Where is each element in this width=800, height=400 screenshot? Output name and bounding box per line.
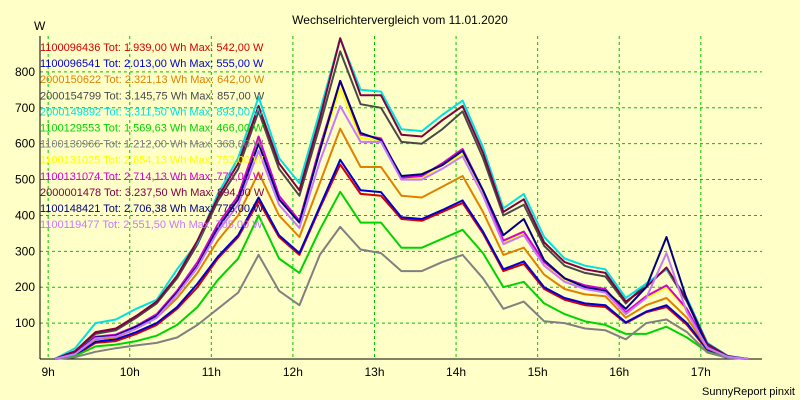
y-tick-label-800: 800: [15, 65, 35, 79]
legend-entry-1100131074: 1100131074 Tot: 2.714,13 Wh Max: 775,00 …: [40, 171, 264, 183]
legend: 1100096436 Tot: 1.939,00 Wh Max: 542,00 …: [40, 42, 265, 231]
y-tick-label-700: 700: [15, 101, 35, 115]
legend-entry-2000149892: 2000149892 Tot: 3.311,50 Wh Max: 893,00 …: [40, 106, 264, 118]
y-tick-label-500: 500: [15, 173, 35, 187]
series-line-1100148421: [54, 79, 749, 360]
series-line-1100119477: [54, 105, 749, 360]
legend-entry-1100096436: 1100096436 Tot: 1.939,00 Wh Max: 542,00 …: [40, 42, 264, 54]
chart-title: Wechselrichtervergleich vom 11.01.2020: [292, 13, 508, 27]
legend-entry-2000154799: 2000154799 Tot: 3.145,75 Wh Max: 857,00 …: [40, 90, 265, 102]
legend-entry-2000150622: 2000150622 Tot: 2.321,13 Wh Max: 642,00 …: [40, 74, 265, 86]
axes: 100 200 300 400 500 600 700 800 9h 10h 11h 12h 13h 14…: [15, 36, 762, 379]
legend-entry-1100129553: 1100129553 Tot: 1.569,63 Wh Max: 466,00 …: [40, 123, 264, 135]
x-tick-label-16h: 16h: [609, 365, 629, 379]
legend-entry-1100119477: 1100119477 Tot: 2.551,50 Wh Max: 705,00 …: [40, 219, 263, 231]
x-tick-label-17h: 17h: [691, 365, 711, 379]
y-tick-label-200: 200: [15, 280, 35, 294]
x-tick-label-14h: 14h: [446, 365, 466, 379]
legend-entry-1100130966: 1100130966 Tot: 1.212,00 Wh Max: 368,00 …: [40, 139, 264, 151]
series-line-2000149892: [54, 37, 749, 360]
x-tick-label-9h: 9h: [41, 365, 54, 379]
y-axis-unit-label: W: [34, 19, 46, 33]
x-tick-label-11h: 11h: [202, 365, 221, 379]
y-tick-label-600: 600: [15, 137, 35, 151]
x-tick-label-10h: 10h: [120, 365, 140, 379]
series-line-2000150622: [54, 127, 749, 360]
x-tick-label-12h: 12h: [283, 365, 303, 379]
series-line-1100130966: [54, 225, 749, 360]
legend-entry-1100131025: 1100131025 Tot: 2.654,13 Wh Max: 753,00 …: [40, 155, 264, 167]
legend-entry-2000001478: 2000001478 Tot: 3.237,50 Wh Max: 894,00 …: [40, 187, 265, 199]
x-tick-label-13h: 13h: [364, 365, 384, 379]
x-tick-label-15h: 15h: [528, 365, 548, 379]
y-tick-label-300: 300: [15, 244, 35, 258]
series-lines: [54, 37, 749, 360]
footer-credit: SunnyReport pinxit: [702, 386, 795, 398]
series-line-1100096541: [54, 158, 749, 360]
legend-entry-1100096541: 1100096541 Tot: 2.013,00 Wh Max: 555,00 …: [40, 58, 264, 70]
series-line-2000001478: [54, 37, 749, 360]
y-tick-label-100: 100: [15, 316, 35, 330]
legend-entry-1100148421: 1100148421 Tot: 2.706,38 Wh Max: 775,00 …: [40, 203, 264, 215]
y-tick-label-400: 400: [15, 208, 35, 222]
